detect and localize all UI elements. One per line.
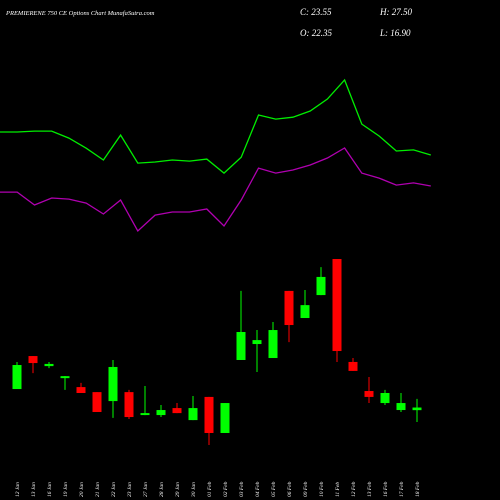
x-tick-label: 01 Feb bbox=[207, 481, 213, 497]
candle-body bbox=[188, 408, 198, 421]
x-tick-label: 19 Jan bbox=[63, 482, 69, 497]
x-tick-label: 16 Jan bbox=[47, 482, 53, 497]
candle-body bbox=[380, 392, 390, 404]
x-tick-label: 30 Jan bbox=[191, 482, 197, 498]
candle-body bbox=[220, 403, 230, 433]
x-tick-label: 04 Feb bbox=[254, 481, 261, 497]
candle-body bbox=[332, 259, 342, 352]
x-tick-label: 21 Jan bbox=[95, 482, 101, 497]
candle-body bbox=[268, 330, 278, 359]
x-tick-label: 12 Jan bbox=[15, 482, 21, 497]
candle-body bbox=[172, 408, 182, 414]
candle-body bbox=[60, 376, 70, 379]
x-tick-label: 10 Feb bbox=[319, 481, 325, 497]
candle-body bbox=[412, 407, 422, 411]
x-tick-label: 29 Jan bbox=[175, 482, 181, 497]
x-tick-label: 11 Feb bbox=[335, 482, 341, 497]
candle-body bbox=[236, 332, 246, 360]
candle-body bbox=[92, 392, 102, 413]
x-tick-label: 22 Jan bbox=[111, 482, 117, 497]
overlay-line bbox=[0, 147, 431, 233]
close-info: C: 23.55 bbox=[300, 7, 332, 17]
high-info: H: 27.50 bbox=[379, 7, 412, 17]
candle-body bbox=[156, 410, 166, 416]
candle-body bbox=[28, 356, 38, 364]
x-tick-label: 16 Feb bbox=[383, 481, 389, 497]
x-tick-label: 13 Jan bbox=[31, 482, 37, 497]
chart-title: PREMIERENE 750 CE Options Chart MunafaSu… bbox=[5, 10, 155, 17]
candle-body bbox=[300, 305, 310, 319]
candle-body bbox=[348, 361, 358, 371]
candle-body bbox=[76, 387, 86, 393]
candle-body bbox=[316, 276, 326, 296]
overlay-line bbox=[0, 78, 431, 174]
x-tick-label: 05 Feb bbox=[271, 481, 277, 497]
x-tick-label: 12 Feb bbox=[351, 481, 357, 497]
candle-body bbox=[124, 392, 134, 418]
candle-body bbox=[252, 340, 262, 345]
x-tick-label: 06 Feb bbox=[287, 481, 293, 497]
x-tick-label: 17 Feb bbox=[399, 481, 405, 497]
x-tick-label: 02 Feb bbox=[223, 481, 229, 497]
low-info: L: 16.90 bbox=[379, 28, 411, 38]
x-tick-label: 18 Feb bbox=[415, 481, 421, 497]
candle-body bbox=[44, 363, 54, 367]
x-tick-label: 09 Feb bbox=[303, 481, 309, 497]
candle-body bbox=[140, 413, 150, 416]
candle-body bbox=[364, 391, 374, 397]
candle-body bbox=[284, 290, 294, 326]
candle-body bbox=[12, 365, 22, 390]
x-tick-label: 28 Jan bbox=[159, 482, 165, 497]
x-tick-label: 03 Feb bbox=[239, 481, 245, 497]
candle-body bbox=[204, 396, 214, 433]
candle-body bbox=[396, 403, 406, 411]
x-tick-label: 13 Feb bbox=[367, 481, 373, 497]
x-tick-label: 20 Jan bbox=[79, 482, 85, 497]
x-tick-label: 27 Jan bbox=[143, 482, 149, 497]
open-info: O: 22.35 bbox=[300, 28, 332, 38]
candle-body bbox=[108, 366, 118, 402]
x-tick-label: 23 Jan bbox=[127, 482, 133, 497]
